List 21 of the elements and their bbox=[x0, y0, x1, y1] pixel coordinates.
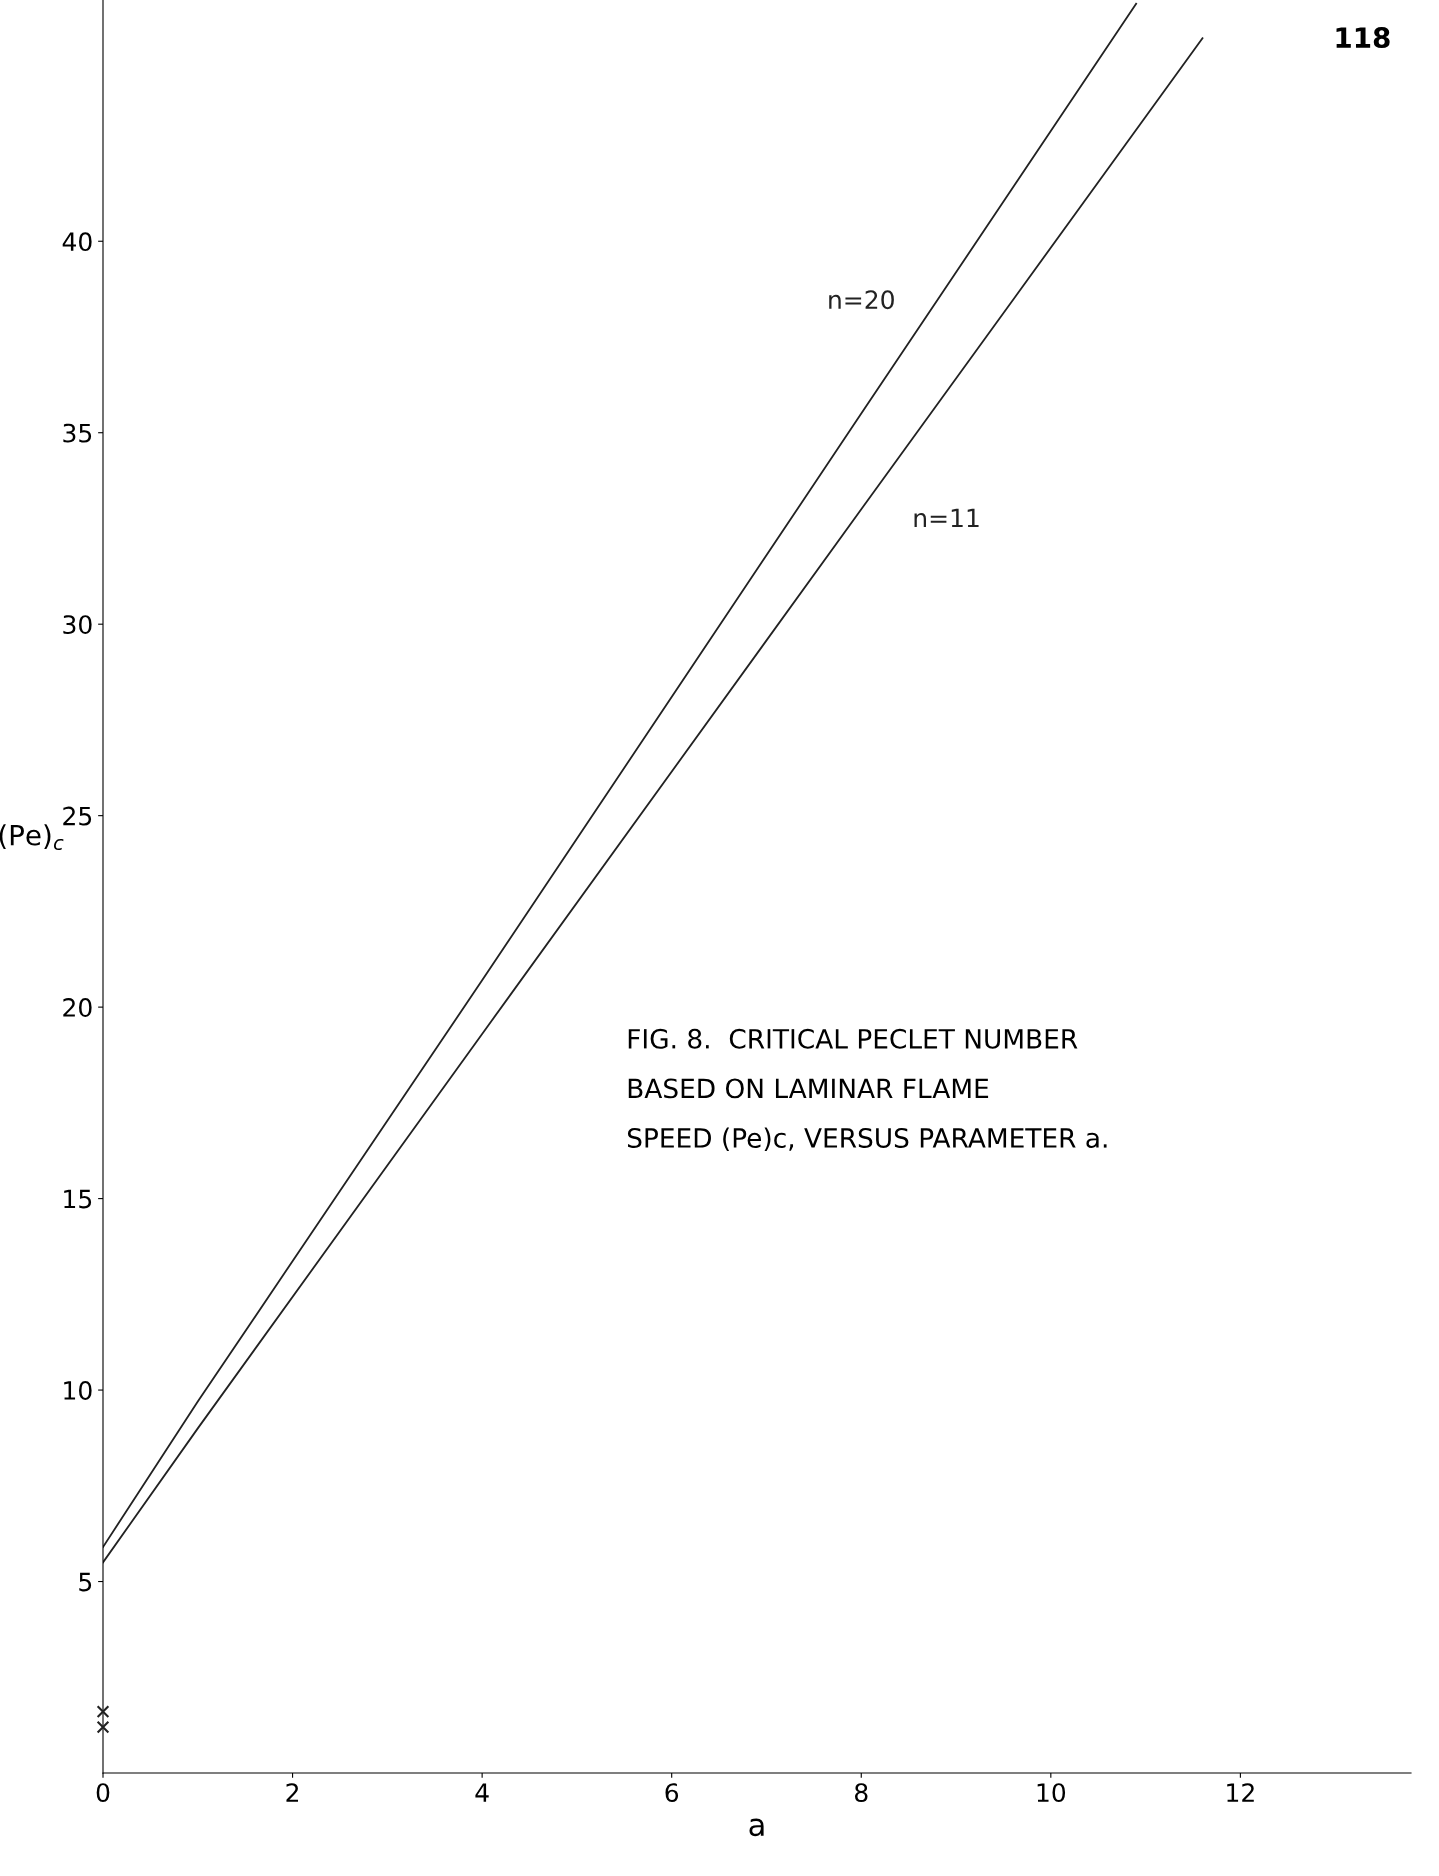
series-label: n=20 bbox=[829, 290, 894, 310]
x-tick-label: 2 bbox=[286, 1783, 299, 1802]
y-tick-label: 30 bbox=[63, 615, 92, 635]
y-tick-label: 10 bbox=[64, 1381, 92, 1400]
y-tick-label: 20 bbox=[63, 998, 92, 1017]
x-tick-label: 12 bbox=[1227, 1783, 1254, 1802]
x-axis-title: a bbox=[749, 1818, 764, 1837]
y-tick-label: 15 bbox=[64, 1189, 92, 1209]
y-tick-label: 35 bbox=[63, 423, 92, 443]
x-tick-label: 0 bbox=[96, 1783, 110, 1803]
annotation: 118 bbox=[1336, 27, 1390, 49]
x-tick-label: 10 bbox=[1037, 1783, 1066, 1803]
y-tick-label: 40 bbox=[62, 232, 92, 252]
y-axis-title: (Pe)$_{c}$ bbox=[0, 824, 64, 851]
x-tick-label: 8 bbox=[855, 1783, 868, 1803]
annotation: FIG. 8. CRITICAL PECLET NUMBER BASED ON LAMINAR FLAME SPEED (Pe)c, VERSUS PARAMETER a. bbox=[627, 1028, 1107, 1152]
y-tick-label: 25 bbox=[63, 806, 92, 826]
series-label: n=11 bbox=[914, 508, 979, 528]
y-tick-label: 5 bbox=[79, 1572, 92, 1592]
x-tick-label: 6 bbox=[665, 1783, 679, 1803]
x-tick-label: 4 bbox=[475, 1783, 489, 1802]
